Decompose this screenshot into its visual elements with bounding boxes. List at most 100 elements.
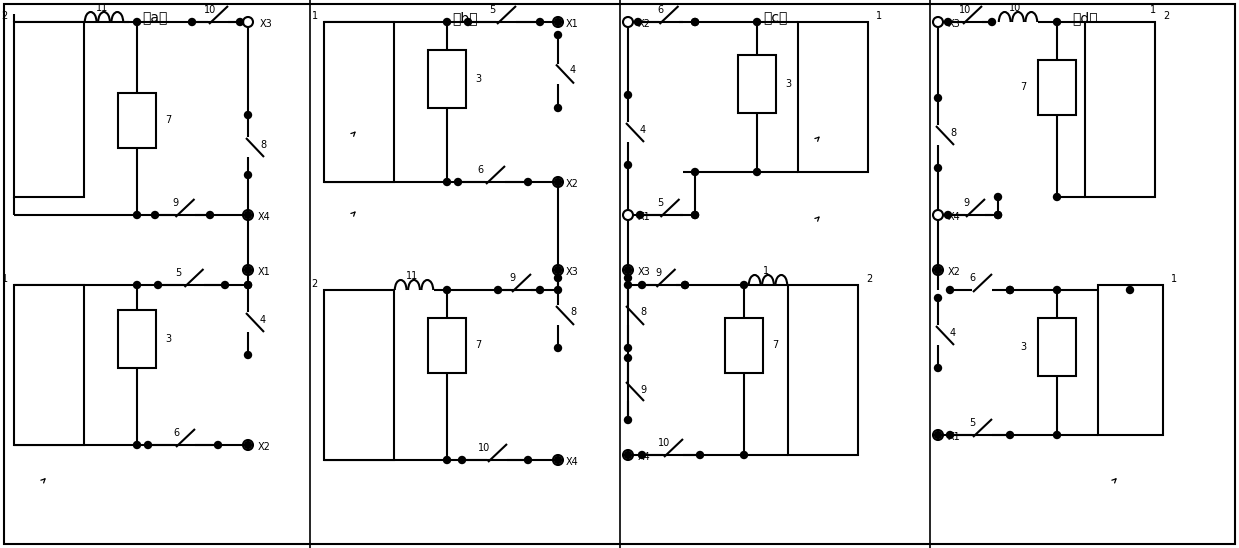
Text: （a）: （a） <box>142 11 167 25</box>
Circle shape <box>624 275 632 282</box>
Circle shape <box>623 265 633 275</box>
Circle shape <box>741 282 747 288</box>
Circle shape <box>134 19 140 26</box>
Bar <box>798 22 869 172</box>
Circle shape <box>536 19 544 26</box>
Text: 7: 7 <box>772 340 778 350</box>
Circle shape <box>934 164 942 172</box>
Circle shape <box>1126 287 1134 294</box>
Text: 10: 10 <box>658 438 670 448</box>
Circle shape <box>681 282 689 288</box>
Text: X2: X2 <box>948 267 961 277</box>
Circle shape <box>244 212 252 219</box>
Circle shape <box>634 19 642 26</box>
Circle shape <box>753 19 761 26</box>
Circle shape <box>1006 287 1014 294</box>
Circle shape <box>524 456 532 464</box>
Circle shape <box>553 177 563 187</box>
Circle shape <box>1053 287 1061 294</box>
Text: 5: 5 <box>969 418 975 428</box>
Text: 8: 8 <box>950 128 957 138</box>
Circle shape <box>243 265 253 275</box>
Circle shape <box>691 168 699 175</box>
Text: X1: X1 <box>948 432 960 442</box>
Text: X4: X4 <box>948 212 960 222</box>
Text: 4: 4 <box>570 65 576 75</box>
Circle shape <box>741 452 747 459</box>
Text: 2: 2 <box>312 279 318 289</box>
Circle shape <box>555 275 561 282</box>
Text: 1: 1 <box>1171 274 1177 284</box>
Text: X1: X1 <box>638 212 650 222</box>
Circle shape <box>207 212 213 219</box>
Circle shape <box>1053 431 1061 438</box>
Circle shape <box>624 266 632 273</box>
Text: X3: X3 <box>566 267 579 277</box>
Circle shape <box>696 452 704 459</box>
Bar <box>325 290 394 460</box>
Circle shape <box>947 287 954 294</box>
Circle shape <box>151 212 159 219</box>
Circle shape <box>555 105 561 111</box>
Circle shape <box>934 94 942 101</box>
Circle shape <box>944 212 952 219</box>
Circle shape <box>934 266 942 273</box>
Circle shape <box>933 17 943 27</box>
Text: 7: 7 <box>475 340 481 350</box>
Text: 9: 9 <box>963 198 969 208</box>
Circle shape <box>155 282 161 288</box>
Text: 9: 9 <box>509 273 515 283</box>
Text: X3: X3 <box>260 19 273 29</box>
Circle shape <box>244 282 252 288</box>
Circle shape <box>753 168 761 175</box>
Bar <box>427 318 466 373</box>
Circle shape <box>444 19 451 26</box>
Bar <box>14 22 84 197</box>
Circle shape <box>555 19 561 26</box>
Text: 9: 9 <box>172 198 178 208</box>
Text: 4: 4 <box>950 328 957 338</box>
Circle shape <box>691 19 699 26</box>
Circle shape <box>553 265 563 275</box>
Bar <box>1098 285 1163 435</box>
Circle shape <box>681 282 689 288</box>
Text: X4: X4 <box>258 212 271 222</box>
Text: （b）: （b） <box>452 11 478 25</box>
Circle shape <box>995 212 1001 219</box>
Bar <box>118 310 156 368</box>
Bar <box>1038 60 1075 115</box>
Text: 6: 6 <box>657 5 663 15</box>
Circle shape <box>455 179 461 186</box>
Circle shape <box>624 452 632 459</box>
Circle shape <box>555 266 561 273</box>
Text: 3: 3 <box>475 74 481 84</box>
Circle shape <box>444 287 451 294</box>
Circle shape <box>995 193 1001 201</box>
Text: 11: 11 <box>406 271 418 281</box>
Text: 1: 1 <box>763 266 769 276</box>
Bar <box>325 22 394 182</box>
Circle shape <box>458 456 466 464</box>
Text: 1: 1 <box>2 274 7 284</box>
Circle shape <box>244 351 252 358</box>
Bar <box>14 285 84 445</box>
Circle shape <box>244 111 252 118</box>
Text: 5: 5 <box>175 268 181 278</box>
Text: X2: X2 <box>638 19 650 29</box>
Text: 11: 11 <box>95 3 108 13</box>
Text: 1: 1 <box>876 11 882 21</box>
Circle shape <box>243 440 253 450</box>
Circle shape <box>243 210 253 220</box>
Circle shape <box>1006 431 1014 438</box>
Circle shape <box>691 212 699 219</box>
Circle shape <box>555 31 561 38</box>
Circle shape <box>934 364 942 372</box>
Bar <box>738 55 776 113</box>
Circle shape <box>188 19 196 26</box>
Circle shape <box>638 452 646 459</box>
Circle shape <box>444 456 451 464</box>
Text: 5: 5 <box>489 5 496 15</box>
Text: 3: 3 <box>1020 342 1026 352</box>
Circle shape <box>623 17 633 27</box>
Text: X2: X2 <box>566 179 579 189</box>
